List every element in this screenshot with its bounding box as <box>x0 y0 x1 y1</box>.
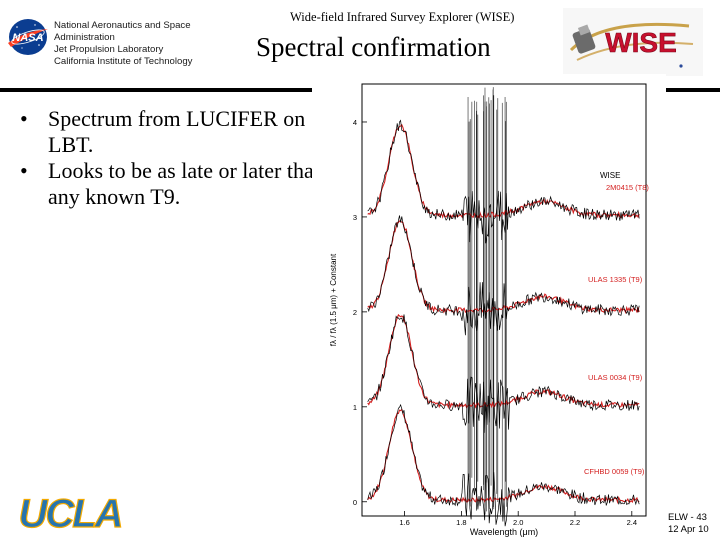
spectra <box>367 119 640 527</box>
template-spectrum-line <box>367 123 640 219</box>
ucla-logo: UCLA <box>18 491 124 534</box>
y-tick-label: 0 <box>353 498 357 507</box>
spectrum-label-cfhbd0059: CFHBD 0059 (T9) <box>584 467 645 476</box>
bullet-dot: • <box>20 158 28 183</box>
y-tick-label: 2 <box>353 308 357 317</box>
agency-block: National Aeronautics and Space Administr… <box>54 20 244 68</box>
slide-title: Spectral confirmation <box>256 32 491 62</box>
telluric-bands <box>467 87 507 515</box>
observed-spectrum-line <box>367 314 640 433</box>
mission-name: Wide-field Infrared Survey Explorer (WIS… <box>290 10 515 24</box>
x-tick-label: 2.0 <box>513 518 523 527</box>
spectrum-label-2m0415: 2M0415 (T8) <box>606 183 649 192</box>
nasa-logo: NASA <box>8 19 48 55</box>
x-tick-label: 2.2 <box>570 518 580 527</box>
agency-line: National Aeronautics and Space <box>54 20 191 31</box>
y-axis-label: fλ / fλ (1.5 μm) + Constant <box>329 253 338 346</box>
plot-frame <box>361 83 647 517</box>
agency-line: Jet Propulsion Laboratory <box>54 44 164 55</box>
bullet-item: • Spectrum from LUCIFER on LBT. <box>20 106 340 158</box>
spectrum-label-ulas1335: ULAS 1335 (T9) <box>588 275 643 284</box>
spectrum-label-ulas0034: ULAS 0034 (T9) <box>588 373 643 382</box>
nasa-logo-text: NASA <box>12 32 43 44</box>
wise-logo: WISE <box>563 8 703 76</box>
axis-ticks: 1.6 1.8 2.0 2.2 2.4 0 1 2 3 4 <box>353 118 637 527</box>
bullet-dot: • <box>20 106 28 131</box>
bullet-text: Looks to be as late or later than any kn… <box>48 158 325 209</box>
x-axis-label: Wavelength (μm) <box>470 527 538 537</box>
agency-line: Administration <box>54 32 115 43</box>
bullet-text: Spectrum from LUCIFER on LBT. <box>48 106 306 157</box>
observed-spectrum-line <box>367 215 640 336</box>
slide-code: ELW - 43 <box>668 512 707 523</box>
observed-spectrum-line <box>367 403 640 527</box>
bullet-list: • Spectrum from LUCIFER on LBT. • Looks to… <box>20 106 340 210</box>
slide-footer: ELW - 43 12 Apr 10 <box>668 512 709 536</box>
agency-line: California Institute of Technology <box>54 56 193 67</box>
x-tick-label: 1.8 <box>456 518 466 527</box>
y-tick-label: 1 <box>353 403 357 412</box>
wise-logo-text: WISE <box>605 27 677 58</box>
x-tick-label: 2.4 <box>627 518 637 527</box>
y-tick-label: 4 <box>353 118 357 127</box>
ucla-logo-text: UCLA <box>18 492 121 534</box>
spectrum-figure: 1.6 1.8 2.0 2.2 2.4 0 1 2 3 4 fλ / fλ (1.5 μm) + … <box>312 74 666 540</box>
bullet-item: • Looks to be as late or later than any k… <box>20 158 340 210</box>
spectrum-label-wise: WISE <box>600 171 620 180</box>
slide-date: 12 Apr 10 <box>668 524 709 535</box>
x-tick-label: 1.6 <box>399 518 409 527</box>
observed-spectrum-line <box>367 119 640 244</box>
y-tick-label: 3 <box>353 213 357 222</box>
